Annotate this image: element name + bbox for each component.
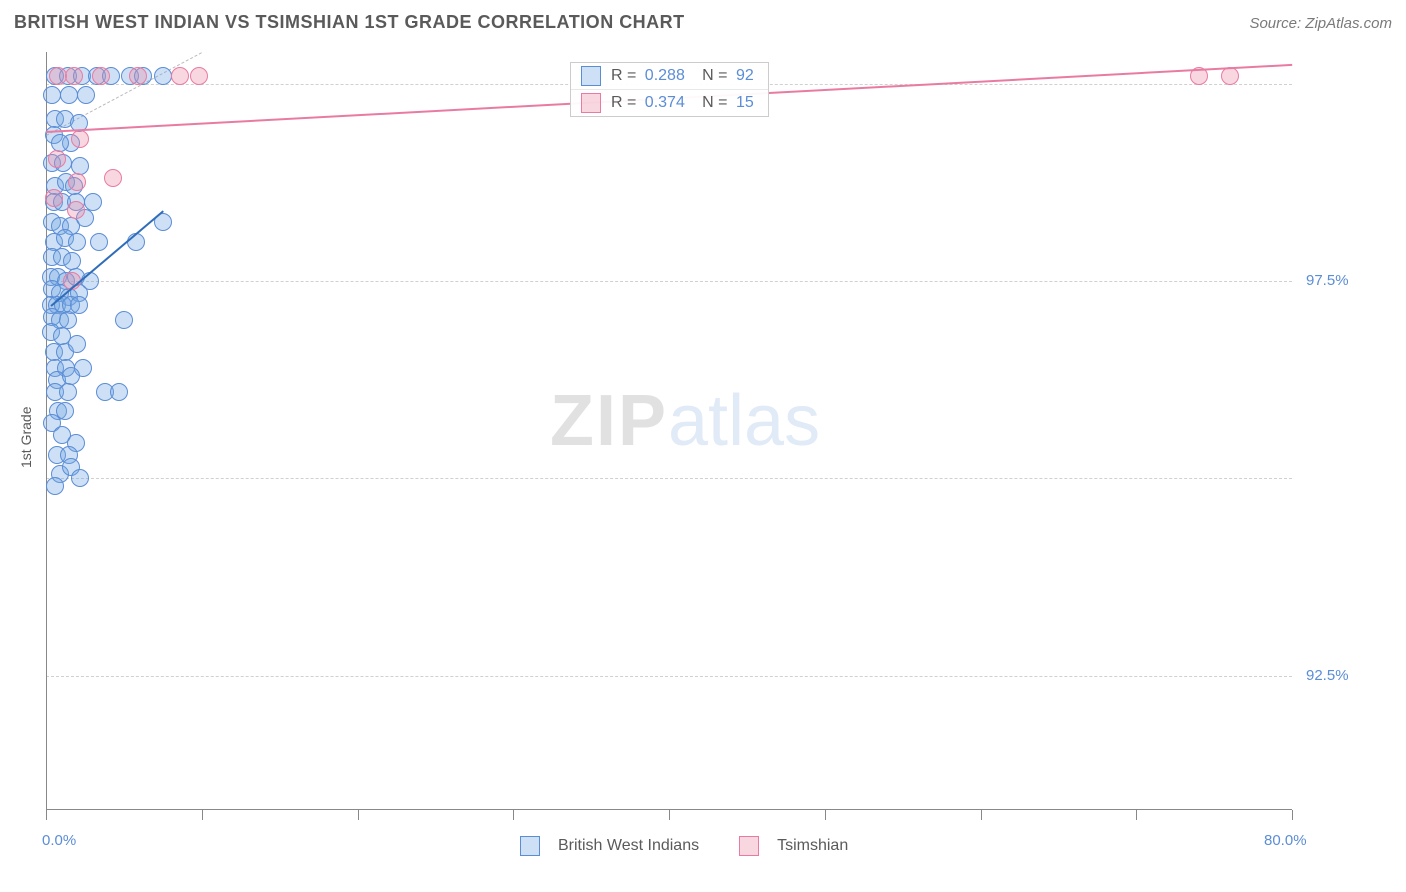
data-point xyxy=(43,86,61,104)
data-point xyxy=(48,150,66,168)
series-swatch xyxy=(520,836,540,856)
stats-row: R = 0.288 N = 92 xyxy=(571,63,768,89)
data-point xyxy=(46,477,64,495)
plot-area xyxy=(46,52,1292,810)
data-point xyxy=(115,311,133,329)
x-tick xyxy=(981,810,982,820)
data-point xyxy=(68,233,86,251)
data-point xyxy=(104,169,122,187)
y-tick-label: 97.5% xyxy=(1306,272,1349,289)
x-tick xyxy=(202,810,203,820)
data-point xyxy=(154,67,172,85)
y-axis-label: 1st Grade xyxy=(18,388,34,468)
legend-label: Tsimshian xyxy=(777,837,848,855)
legend-bottom: British West Indians Tsimshian xyxy=(520,836,848,856)
grid-line xyxy=(46,478,1292,479)
grid-line xyxy=(46,676,1292,677)
data-point xyxy=(67,201,85,219)
data-point xyxy=(65,67,83,85)
x-tick-label: 0.0% xyxy=(42,832,76,849)
x-tick xyxy=(46,810,47,820)
x-tick xyxy=(825,810,826,820)
data-point xyxy=(110,383,128,401)
y-tick-label: 92.5% xyxy=(1306,667,1349,684)
series-swatch xyxy=(581,93,601,113)
x-tick xyxy=(669,810,670,820)
chart-title: BRITISH WEST INDIAN VS TSIMSHIAN 1ST GRA… xyxy=(14,12,685,33)
series-swatch xyxy=(739,836,759,856)
data-point xyxy=(70,296,88,314)
data-point xyxy=(92,67,110,85)
source-label: Source: ZipAtlas.com xyxy=(1249,15,1392,32)
stats-text: R = 0.288 N = 92 xyxy=(611,67,758,85)
data-point xyxy=(68,335,86,353)
legend-item: Tsimshian xyxy=(739,836,848,856)
data-point xyxy=(71,130,89,148)
stats-row: R = 0.374 N = 15 xyxy=(571,89,768,116)
x-tick xyxy=(513,810,514,820)
x-tick xyxy=(1136,810,1137,820)
stats-legend-box: R = 0.288 N = 92 R = 0.374 N = 15 xyxy=(570,62,769,117)
legend-item: British West Indians xyxy=(520,836,699,856)
data-point xyxy=(51,134,69,152)
data-point xyxy=(59,383,77,401)
x-tick xyxy=(358,810,359,820)
data-point xyxy=(129,67,147,85)
data-point xyxy=(45,189,63,207)
data-point xyxy=(77,86,95,104)
legend-label: British West Indians xyxy=(558,837,699,855)
data-point xyxy=(71,469,89,487)
series-swatch xyxy=(581,66,601,86)
stats-text: R = 0.374 N = 15 xyxy=(611,94,758,112)
data-point xyxy=(62,367,80,385)
grid-line xyxy=(46,281,1292,282)
data-point xyxy=(60,86,78,104)
data-point xyxy=(68,173,86,191)
data-point xyxy=(171,67,189,85)
x-tick xyxy=(1292,810,1293,820)
x-tick-label: 80.0% xyxy=(1264,832,1307,849)
data-point xyxy=(190,67,208,85)
data-point xyxy=(90,233,108,251)
